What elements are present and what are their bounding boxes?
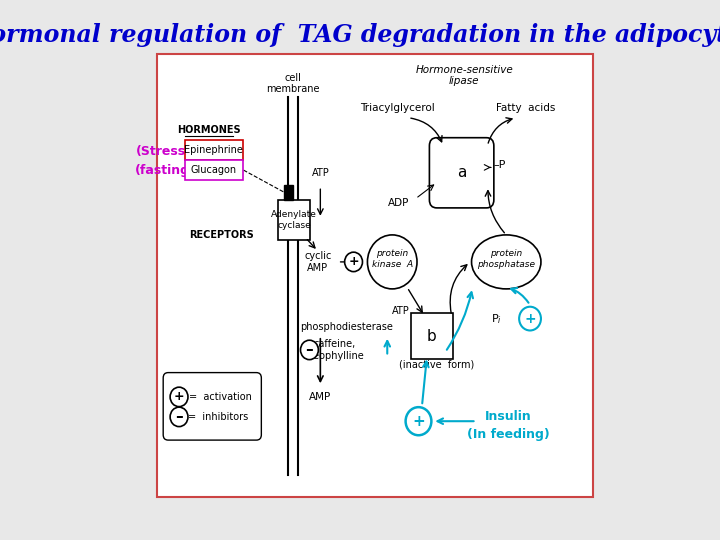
Text: (fasting): (fasting) bbox=[135, 164, 196, 177]
FancyBboxPatch shape bbox=[429, 138, 494, 208]
Text: ADP: ADP bbox=[388, 198, 410, 207]
Circle shape bbox=[170, 387, 188, 407]
Text: caffeine,
theophylline: caffeine, theophylline bbox=[304, 339, 364, 361]
Text: ATP: ATP bbox=[392, 306, 410, 315]
Text: b: b bbox=[427, 329, 437, 344]
FancyBboxPatch shape bbox=[157, 54, 593, 497]
Text: +: + bbox=[348, 255, 359, 268]
Text: Glucagon: Glucagon bbox=[191, 165, 237, 175]
Text: protein
kinase  A: protein kinase A bbox=[372, 249, 413, 269]
Text: Insulin: Insulin bbox=[485, 410, 532, 423]
Ellipse shape bbox=[472, 235, 541, 289]
Text: Hormonal regulation of  TAG degradation in the adipocyte.: Hormonal regulation of TAG degradation i… bbox=[0, 23, 720, 47]
Text: P$_i$: P$_i$ bbox=[491, 312, 502, 326]
FancyBboxPatch shape bbox=[411, 313, 453, 359]
Text: HORMONES: HORMONES bbox=[177, 125, 240, 134]
Text: Triacylglycerol: Triacylglycerol bbox=[360, 103, 435, 113]
Text: =  activation: = activation bbox=[189, 392, 251, 402]
Text: Hormone-sensitive
lipase: Hormone-sensitive lipase bbox=[415, 65, 513, 86]
FancyBboxPatch shape bbox=[184, 160, 243, 180]
Text: +: + bbox=[412, 414, 425, 429]
Text: +: + bbox=[174, 390, 184, 403]
FancyBboxPatch shape bbox=[278, 200, 310, 240]
Text: ATP: ATP bbox=[312, 168, 329, 178]
FancyBboxPatch shape bbox=[163, 373, 261, 440]
Circle shape bbox=[170, 407, 188, 427]
Circle shape bbox=[345, 252, 362, 272]
Text: (Stress): (Stress) bbox=[136, 145, 192, 158]
FancyBboxPatch shape bbox=[184, 140, 243, 160]
Text: RECEPTORS: RECEPTORS bbox=[189, 230, 253, 240]
Text: cyclic
AMP: cyclic AMP bbox=[304, 251, 331, 273]
Text: (inactive  form): (inactive form) bbox=[399, 360, 474, 369]
Circle shape bbox=[300, 340, 318, 360]
Circle shape bbox=[405, 407, 431, 435]
FancyBboxPatch shape bbox=[284, 185, 293, 200]
Text: Fatty  acids: Fatty acids bbox=[496, 103, 556, 113]
Text: cell
membrane: cell membrane bbox=[266, 73, 320, 94]
Text: =  inhibitors: = inhibitors bbox=[188, 412, 248, 422]
Text: –: – bbox=[175, 409, 183, 424]
Text: Adenylate
cyclase: Adenylate cyclase bbox=[271, 211, 317, 229]
Text: phosphodiesterase: phosphodiesterase bbox=[300, 322, 392, 332]
Text: +: + bbox=[524, 312, 536, 326]
Circle shape bbox=[519, 307, 541, 330]
Text: AMP: AMP bbox=[309, 392, 331, 402]
Text: protein
phosphatase: protein phosphatase bbox=[477, 249, 535, 269]
Text: a: a bbox=[457, 165, 467, 180]
Text: –: – bbox=[305, 342, 313, 357]
Text: (In feeding): (In feeding) bbox=[467, 428, 550, 441]
Text: –P: –P bbox=[494, 160, 506, 170]
Text: Epinephrine: Epinephrine bbox=[184, 145, 243, 155]
Ellipse shape bbox=[367, 235, 417, 289]
